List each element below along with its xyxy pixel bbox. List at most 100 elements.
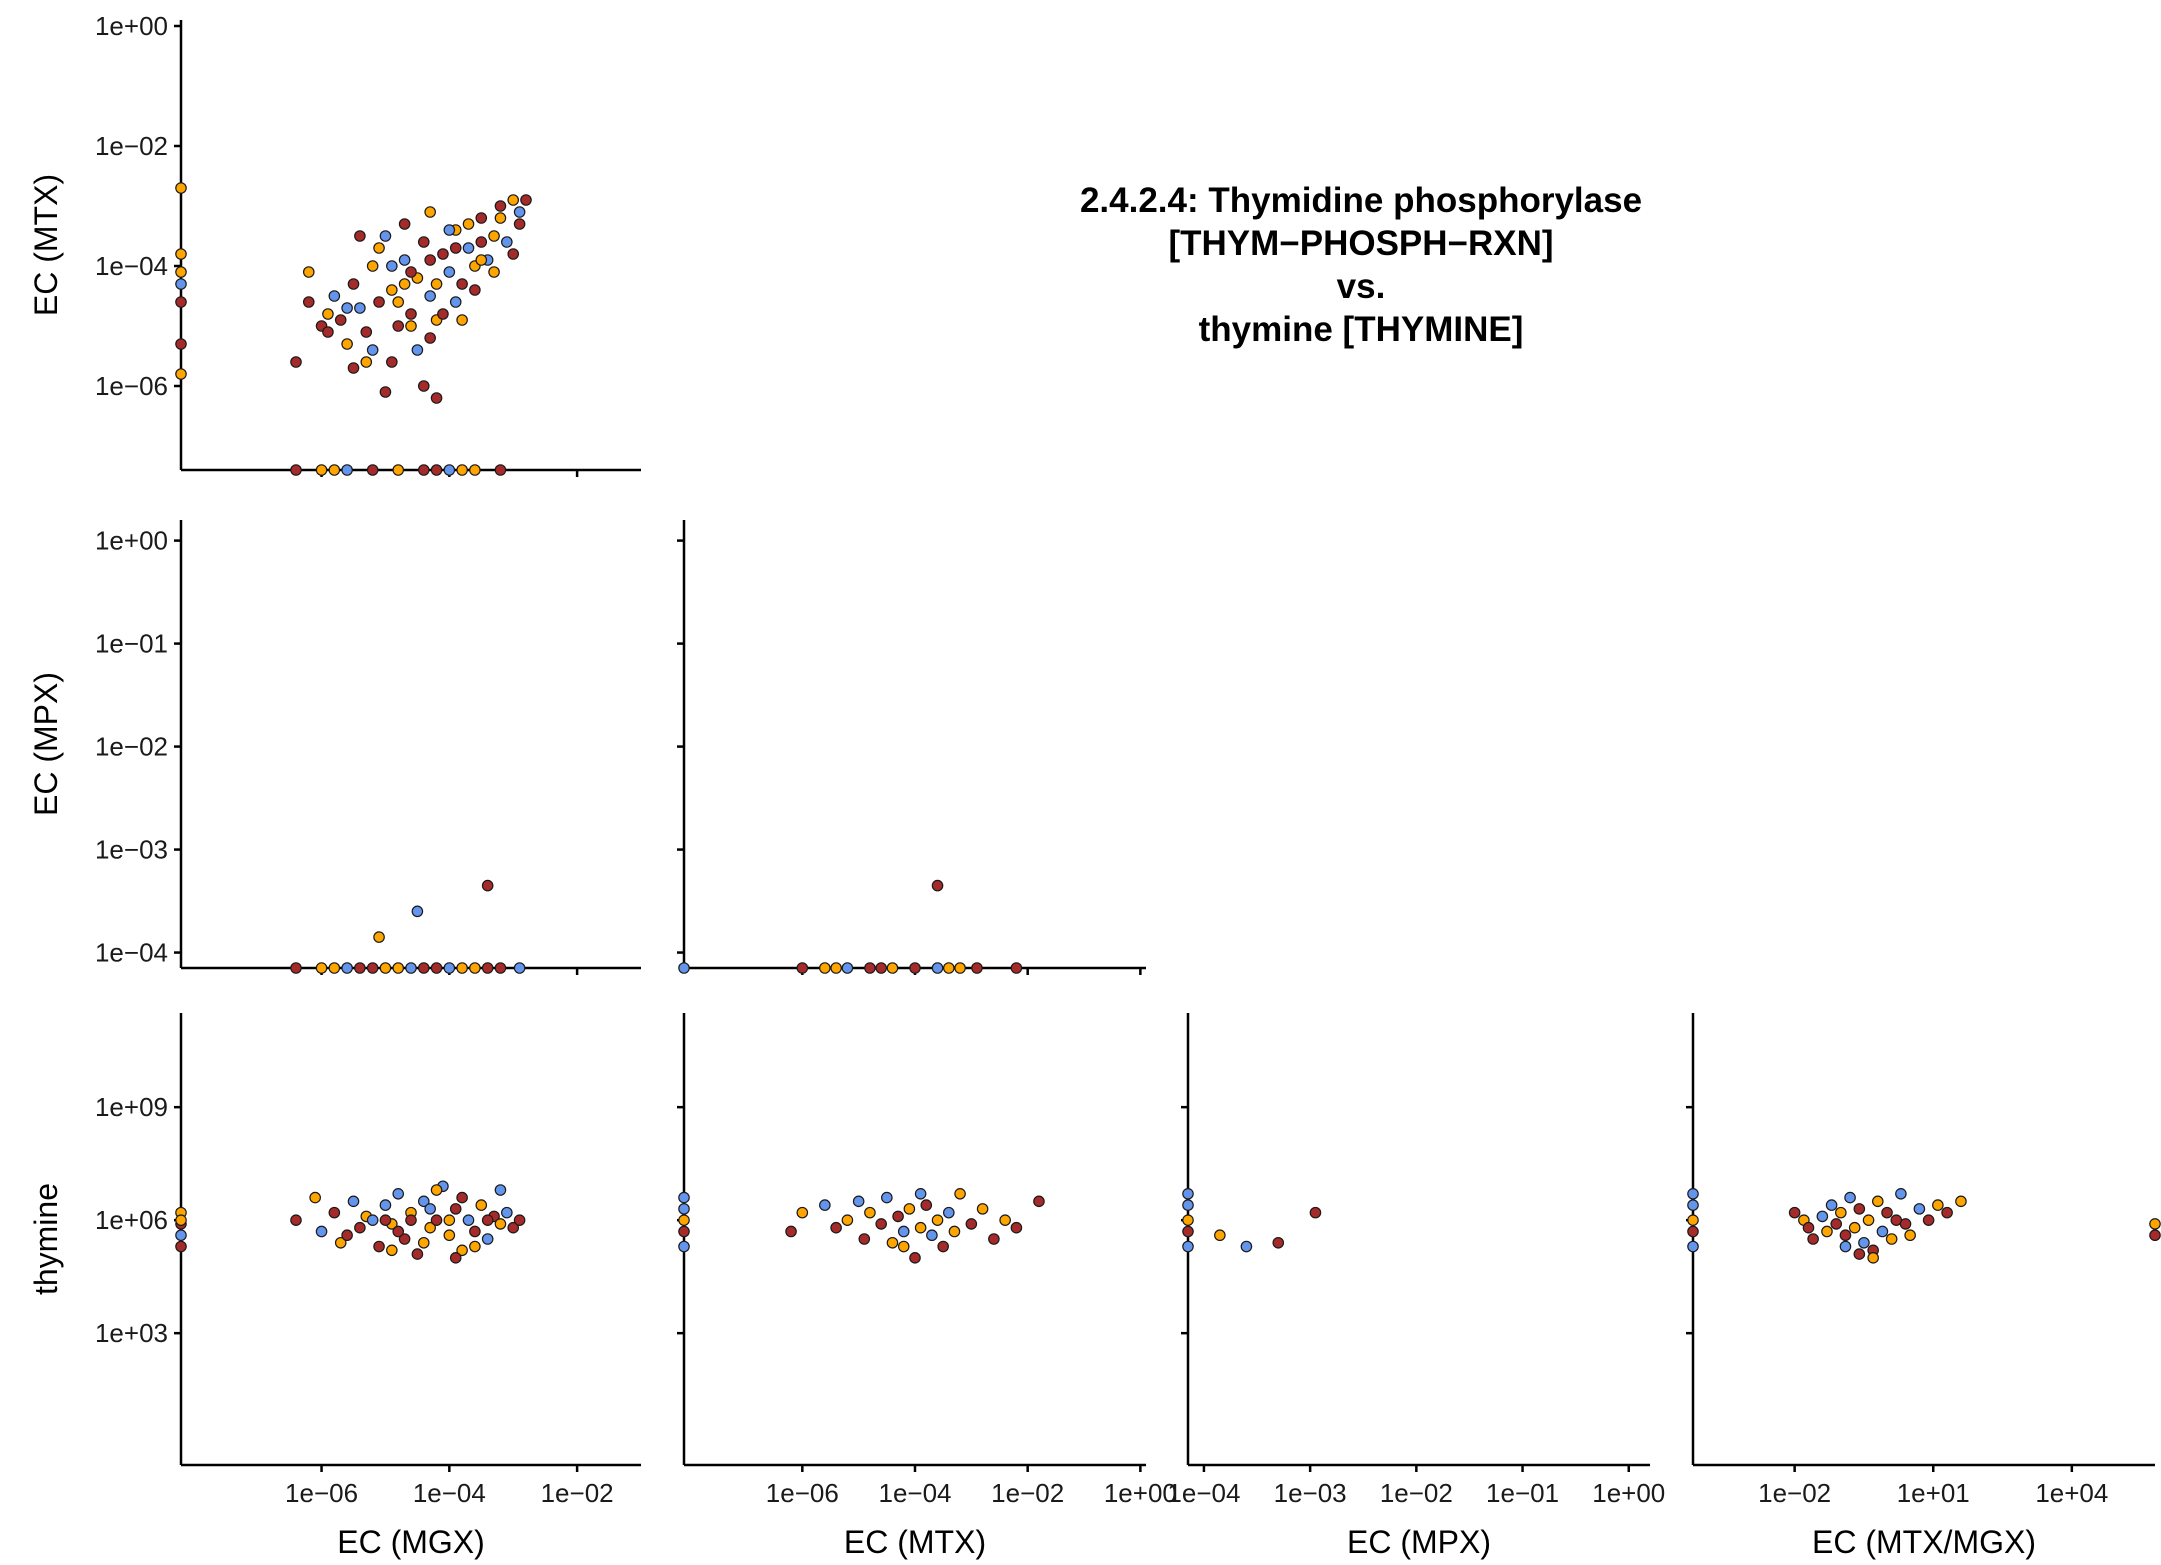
data-point <box>507 1221 520 1234</box>
data-point <box>1858 1236 1870 1249</box>
y-tick-label: 1e−04 <box>95 938 168 968</box>
x-tick-label: 1e+04 <box>2035 1478 2108 1508</box>
data-point <box>328 290 341 302</box>
y-tick-label: 1e+00 <box>95 526 168 556</box>
data-point <box>290 464 302 476</box>
data-point <box>417 1236 430 1249</box>
panel-mpx_vs_mtx <box>677 520 1146 975</box>
data-point <box>678 962 690 974</box>
data-point <box>175 1214 187 1226</box>
panel-mtx_vs_mgx: 1e+00 1e−02 1e−04 1e−06 EC (MTX) <box>28 11 641 477</box>
data-point <box>366 260 379 272</box>
data-point <box>341 1229 353 1242</box>
panel-mpx_vs_mgx: 1e+00 1e−01 1e−02 1e−03 1e−04 EC (MPX) <box>28 520 641 975</box>
data-point <box>386 356 398 368</box>
data-point <box>462 1214 475 1226</box>
data-point <box>954 962 966 974</box>
data-point <box>1844 1191 1856 1204</box>
data-point <box>437 308 449 320</box>
data-point <box>1862 1214 1875 1226</box>
data-point <box>398 218 411 230</box>
data-point <box>1010 962 1023 974</box>
data-point <box>796 1206 809 1219</box>
data-point <box>796 962 809 974</box>
data-point <box>462 242 475 254</box>
data-point <box>347 1195 360 1208</box>
data-point <box>347 278 360 290</box>
data-point <box>520 194 532 206</box>
data-point <box>366 464 379 476</box>
data-point <box>430 464 443 476</box>
data-point <box>373 242 385 254</box>
data-point <box>678 1214 690 1226</box>
data-point <box>443 1229 456 1242</box>
data-point <box>1182 1188 1194 1200</box>
x-tick-label: 1e+01 <box>1897 1478 1970 1508</box>
title-line-4: thymine [THYMINE] <box>1199 310 1524 349</box>
data-point <box>513 218 526 230</box>
y-axis-title: thymine <box>28 1183 64 1295</box>
data-point <box>1895 1188 1907 1200</box>
data-point <box>988 1233 1000 1245</box>
data-point <box>366 1214 379 1226</box>
data-point <box>334 314 347 326</box>
data-point <box>392 1188 405 1200</box>
panel-thymine_vs_mpx: 1e−04 1e−03 1e−02 1e−01 1e+00 EC (MPX) <box>1167 1013 1665 1560</box>
data-point <box>373 296 385 308</box>
data-point <box>1687 1240 1699 1253</box>
data-point <box>392 320 405 332</box>
data-point <box>334 1236 347 1249</box>
data-point <box>1885 1233 1898 1245</box>
data-point <box>1941 1206 1953 1219</box>
y-tick-label: 1e−02 <box>95 732 168 762</box>
data-point <box>302 266 315 278</box>
x-tick-label: 1e−06 <box>285 1478 358 1508</box>
data-point <box>943 962 955 974</box>
data-point <box>909 962 921 974</box>
title-line-2: [THYM−PHOSPH−RXN] <box>1168 224 1553 263</box>
data-point <box>481 1214 494 1226</box>
data-point <box>456 464 468 476</box>
data-point <box>290 1214 302 1226</box>
data-point <box>424 332 436 344</box>
data-point <box>328 464 341 476</box>
data-point <box>475 1199 488 1211</box>
data-point <box>513 1214 526 1226</box>
data-point <box>449 296 462 308</box>
plot-title: 2.4.2.4: Thymidine phosphorylase [THYM−P… <box>1080 181 1642 349</box>
data-point <box>501 1206 513 1219</box>
data-point <box>175 1229 187 1242</box>
data-point <box>1853 1203 1866 1215</box>
data-point <box>1687 1214 1699 1226</box>
data-point <box>494 1218 507 1230</box>
data-point <box>469 284 481 296</box>
data-point <box>494 212 507 224</box>
data-point <box>971 962 983 974</box>
data-point <box>341 962 353 974</box>
data-point <box>373 1240 385 1253</box>
data-point <box>449 1252 462 1264</box>
x-axis-title: EC (MPX) <box>1347 1524 1491 1560</box>
x-tick-label: 1e−03 <box>1274 1478 1347 1508</box>
data-point <box>819 1199 831 1211</box>
data-point <box>379 230 392 242</box>
data-point <box>354 962 366 974</box>
data-point <box>1240 1240 1253 1253</box>
data-point <box>302 296 315 308</box>
x-tick-label: 1e−04 <box>1167 1478 1240 1508</box>
data-point <box>965 1218 978 1230</box>
data-point <box>462 218 475 230</box>
data-point <box>1904 1229 1916 1242</box>
data-point <box>443 1214 456 1226</box>
data-point <box>1182 1199 1194 1211</box>
data-point <box>481 1233 494 1245</box>
data-point <box>864 1206 876 1219</box>
data-point <box>481 879 494 892</box>
data-point <box>678 1191 690 1204</box>
data-point <box>411 905 424 918</box>
data-point <box>1876 1225 1889 1238</box>
data-point <box>914 1221 927 1234</box>
data-point <box>398 254 411 266</box>
x-tick-label: 1e−04 <box>878 1478 951 1508</box>
data-point <box>322 308 334 320</box>
